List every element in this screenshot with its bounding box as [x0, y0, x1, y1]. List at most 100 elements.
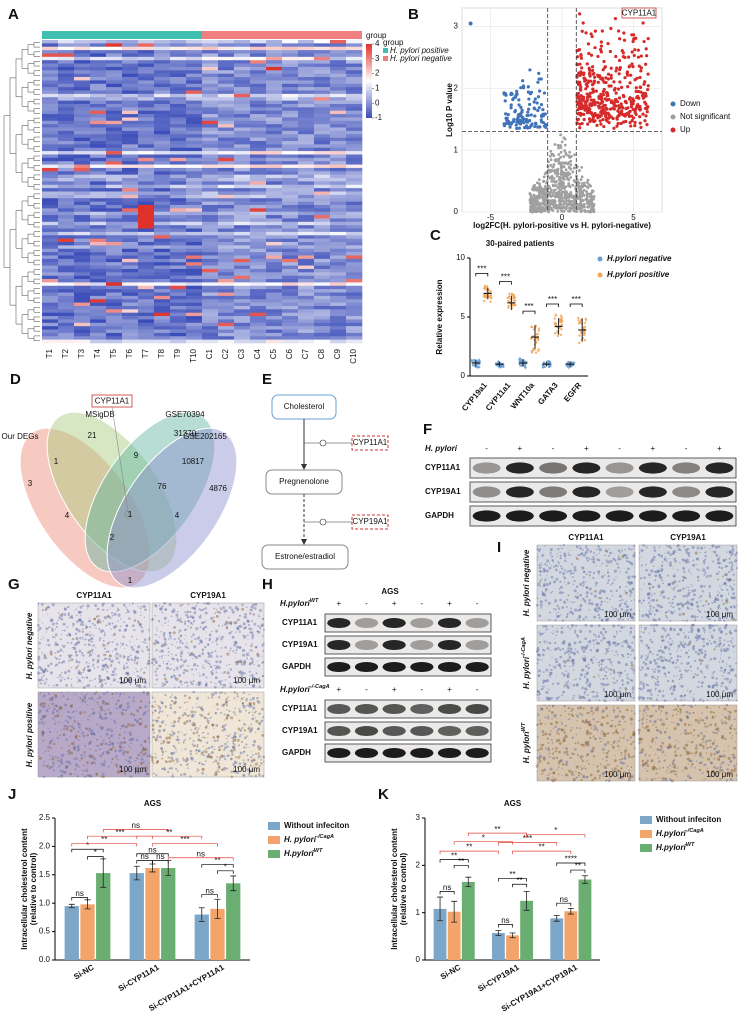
heatmap-cell	[218, 265, 235, 270]
point	[569, 176, 573, 179]
texture	[204, 659, 208, 663]
heatmap-cell	[346, 204, 363, 209]
heatmap-cell	[314, 198, 331, 202]
heatmap-cell	[250, 201, 267, 206]
heatmap-cell	[346, 120, 363, 125]
point	[562, 155, 566, 158]
texture	[63, 671, 67, 675]
jitter-point	[559, 333, 563, 337]
heatmap-cell	[202, 178, 219, 182]
texture	[112, 625, 117, 629]
heatmap-cell	[122, 171, 139, 175]
heatmap-cell	[234, 272, 251, 276]
heatmap-cell	[42, 184, 59, 189]
heatmap-cell	[314, 191, 331, 196]
heatmap-cell	[138, 181, 155, 186]
heatmap-cell	[218, 43, 235, 48]
heatmap-cell	[170, 151, 187, 155]
texture	[211, 641, 214, 643]
heatmap-cell	[282, 208, 299, 212]
heatmap-cell	[330, 103, 347, 108]
heatmap-cell	[106, 332, 123, 337]
texture	[54, 628, 57, 630]
heatmap-cell	[90, 80, 107, 85]
heatmap-cell	[138, 137, 155, 142]
heatmap-cell	[282, 83, 299, 88]
dendrogram	[33, 269, 40, 275]
texture	[125, 679, 127, 681]
heatmap-cell	[266, 181, 283, 186]
point	[609, 76, 613, 80]
texture	[49, 707, 51, 710]
heatmap-cell	[58, 60, 75, 64]
blot-band	[327, 661, 351, 673]
heatmap-cell	[282, 204, 299, 209]
heatmap-cell	[250, 295, 267, 300]
heatmap-cell	[314, 93, 331, 98]
heatmap-cell	[42, 289, 59, 293]
texture	[173, 638, 176, 641]
heatmap-cell	[106, 154, 123, 159]
heatmap-cell	[122, 63, 139, 68]
heatmap-cell	[170, 302, 187, 307]
point	[565, 199, 568, 203]
texture	[136, 656, 140, 660]
texture	[77, 676, 79, 678]
texture	[90, 636, 94, 641]
heatmap-cell	[250, 127, 267, 132]
heatmap-cell	[186, 114, 203, 118]
heatmap-cell	[346, 255, 363, 260]
heatmap-cell	[346, 248, 363, 253]
heatmap-cell	[266, 124, 283, 128]
point	[592, 71, 596, 76]
heatmap-cell	[90, 221, 107, 226]
heatmap-cell	[250, 144, 267, 149]
heatmap-cell	[154, 63, 171, 68]
point	[644, 47, 648, 51]
heatmap-cell	[138, 332, 155, 337]
heatmap-cell	[330, 70, 347, 74]
heatmap-cell	[266, 50, 283, 54]
heatmap-cell	[218, 282, 235, 287]
texture	[42, 670, 46, 674]
row-label: H. pylori positive	[25, 702, 34, 767]
sig-bracket	[217, 870, 234, 874]
heatmap-cell	[170, 87, 187, 91]
heatmap-cell	[58, 245, 75, 250]
point	[620, 85, 624, 89]
dendrogram	[15, 285, 22, 325]
heatmap-cell	[298, 130, 315, 135]
heatmap-cell	[90, 137, 107, 142]
heatmap-cell	[154, 275, 171, 280]
heatmap-cell	[282, 184, 299, 189]
heatmap-cell	[138, 43, 155, 48]
texture	[169, 667, 172, 670]
heatmap-cell	[330, 225, 347, 229]
heatmap-cell	[282, 147, 299, 152]
heatmap-cell	[298, 93, 315, 98]
heatmap-cell	[58, 275, 75, 280]
point	[512, 117, 516, 122]
heatmap-cell	[250, 43, 267, 48]
heatmap-cell	[58, 181, 75, 186]
heatmap-cell	[170, 114, 187, 118]
texture	[126, 750, 130, 754]
point	[614, 69, 618, 73]
heatmap-cell	[218, 137, 235, 142]
heatmap-cell	[58, 218, 75, 223]
sig-label: ***	[477, 264, 486, 273]
heatmap-cell	[202, 228, 219, 233]
heatmap-cell	[186, 336, 203, 340]
texture	[54, 643, 57, 647]
heatmap-cell	[218, 110, 235, 115]
column-label: C8	[317, 348, 326, 359]
texture	[146, 710, 148, 713]
texture	[192, 620, 196, 623]
texture	[179, 680, 183, 684]
texture	[178, 631, 180, 633]
heatmap-cell	[250, 181, 267, 186]
jitter-point	[577, 319, 580, 322]
jitter-point	[529, 337, 533, 340]
blot-band	[354, 703, 379, 715]
blot-band	[327, 725, 351, 737]
